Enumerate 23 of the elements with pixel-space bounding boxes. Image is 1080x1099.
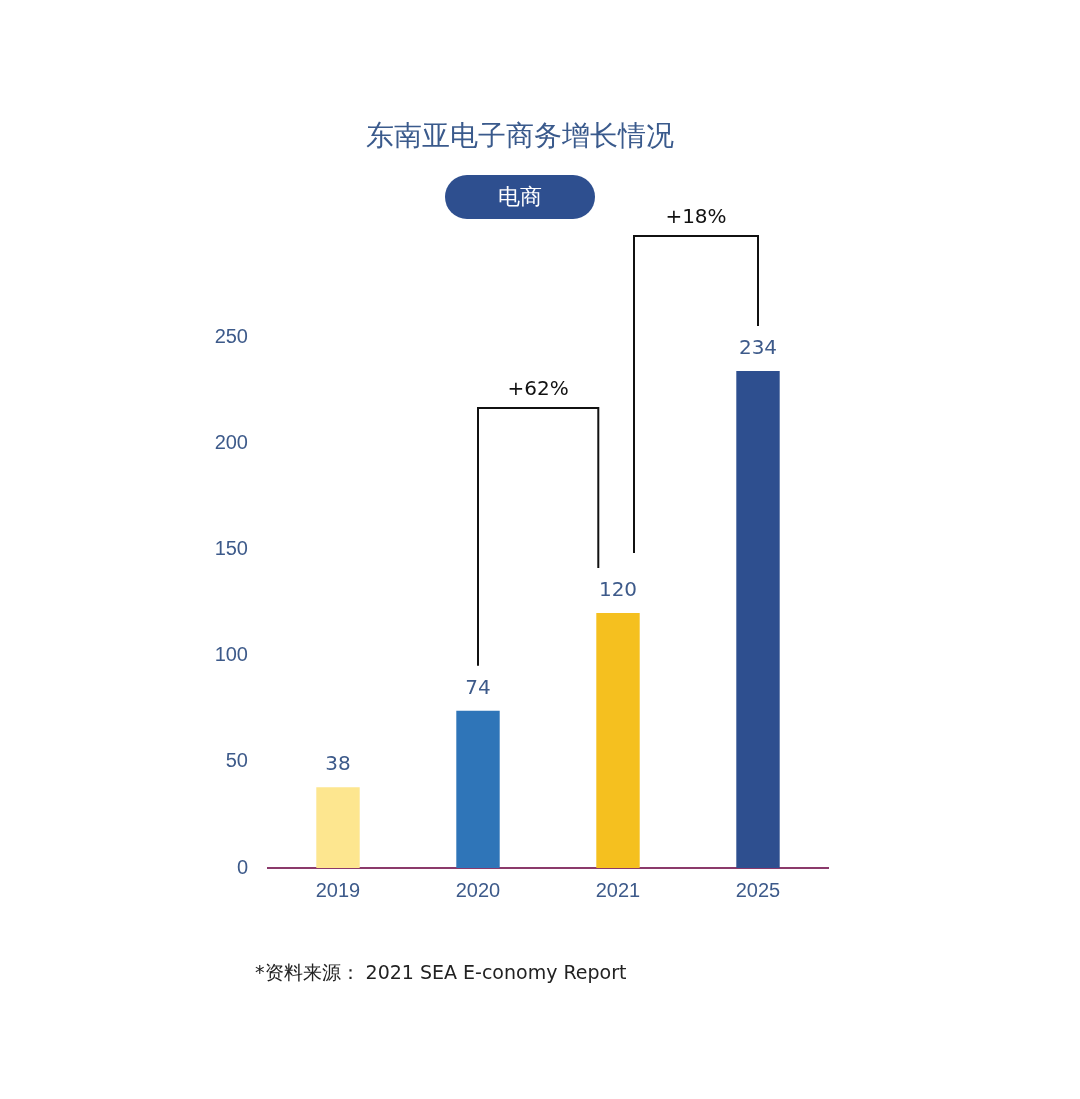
text: *资料来源： 2021 SEA E-conomy Report [255,960,628,985]
annotation: +62% [507,376,569,401]
x-tick-label: 2020 [455,878,501,901]
data-label: 38 [325,751,351,776]
x-tick-label: 2019 [315,878,361,901]
y-tick-label: 0 [236,855,248,878]
bar [596,613,640,868]
y-tick-label: 200 [214,430,248,453]
data-label: 74 [465,675,491,700]
bar [456,710,500,868]
data-label: 120 [598,577,638,602]
y-tick-label: 100 [214,643,248,666]
chart-title: 东南亚电子商务增长情况 [365,118,675,154]
chart-subtitle: 电商 [445,175,595,219]
y-tick-label: 150 [214,536,248,559]
x-tick-label: 2025 [735,878,781,901]
y-tick-label: 250 [214,324,248,347]
bar [316,787,360,868]
y-tick-label: 50 [225,749,248,772]
bar [736,370,780,868]
data-label: 234 [738,335,778,360]
x-tick-label: 2021 [595,878,641,901]
text: +18% [665,204,727,229]
